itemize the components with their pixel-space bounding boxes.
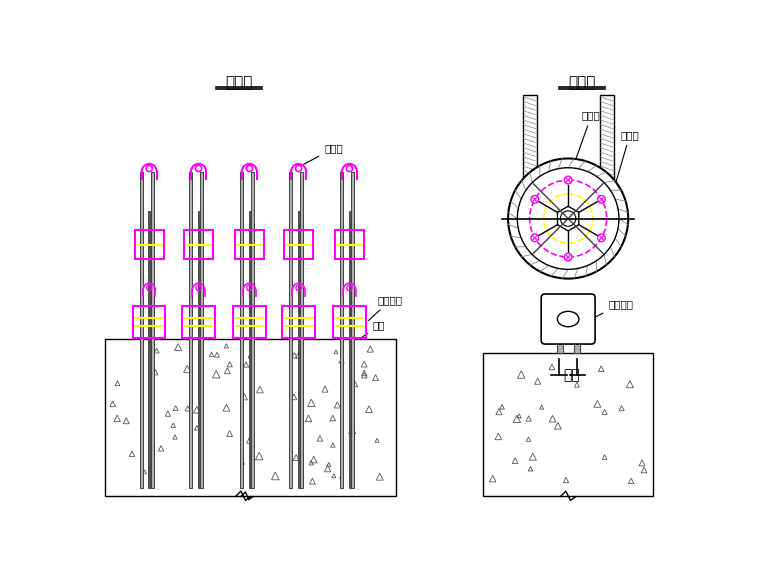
Text: 拉带: 拉带 <box>361 321 385 338</box>
Bar <box>198 211 200 488</box>
Text: 侧面图: 侧面图 <box>568 75 596 89</box>
Text: 转向轮: 转向轮 <box>301 144 343 166</box>
Bar <box>200 172 203 488</box>
Circle shape <box>508 158 629 279</box>
Bar <box>233 306 265 338</box>
Bar <box>340 172 344 488</box>
Bar <box>133 306 166 338</box>
Bar <box>283 306 315 338</box>
Text: 连接夹板: 连接夹板 <box>594 299 633 318</box>
Bar <box>524 95 537 218</box>
Circle shape <box>597 234 605 242</box>
Circle shape <box>564 253 572 261</box>
Bar <box>135 230 164 259</box>
Text: 拉带: 拉带 <box>564 368 581 382</box>
Bar <box>249 211 251 488</box>
Bar <box>150 172 154 488</box>
Bar <box>284 230 313 259</box>
Circle shape <box>564 176 572 184</box>
Bar <box>556 336 562 353</box>
Bar <box>182 306 215 338</box>
Bar <box>335 230 364 259</box>
Bar <box>148 211 150 488</box>
Bar <box>251 172 254 488</box>
Bar <box>140 172 143 488</box>
Text: 正面图: 正面图 <box>226 75 253 89</box>
Bar <box>349 211 351 488</box>
Text: 承重绳: 承重绳 <box>615 130 639 185</box>
Bar <box>240 172 243 488</box>
Bar <box>483 353 653 496</box>
Bar <box>105 340 396 496</box>
Circle shape <box>531 234 539 242</box>
Bar <box>600 95 614 218</box>
Bar <box>351 172 354 488</box>
Bar <box>334 306 366 338</box>
Bar <box>235 230 264 259</box>
Bar <box>574 336 580 353</box>
Text: 转向轮: 转向轮 <box>565 111 600 189</box>
Bar <box>300 172 303 488</box>
Circle shape <box>531 196 539 203</box>
Bar <box>298 211 300 488</box>
Circle shape <box>597 196 605 203</box>
Text: 连接夹板: 连接夹板 <box>369 295 403 320</box>
FancyBboxPatch shape <box>541 294 595 344</box>
Bar <box>290 172 293 488</box>
Bar <box>184 230 213 259</box>
Circle shape <box>518 168 619 270</box>
Bar <box>189 172 192 488</box>
